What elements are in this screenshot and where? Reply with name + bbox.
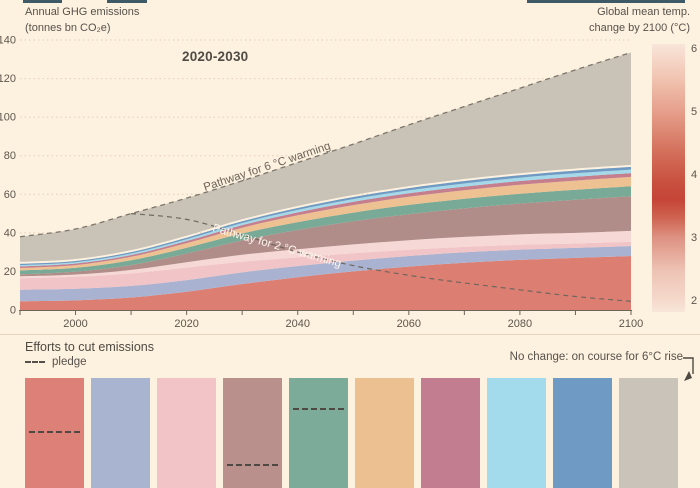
effort-card-maroon[interactable]: [420, 378, 481, 488]
pathway-2c-line: [131, 213, 632, 302]
pathway-6c-line: [19, 51, 632, 238]
colorbar-tick-label: 3: [691, 232, 697, 244]
left-axis-title: Annual GHG emissions (tonnes bn CO₂e): [25, 4, 139, 36]
pledge-legend: pledge: [25, 356, 87, 368]
y-tick-label: 80: [4, 150, 16, 162]
effort-card-salmon[interactable]: [25, 378, 85, 488]
pledge-legend-label: pledge: [52, 356, 87, 368]
cut-off-tab-2[interactable]: [107, 0, 147, 3]
area-no-change-6c: [20, 52, 631, 262]
area-mauve: [20, 196, 631, 277]
efforts-heading: Efforts to cut emissions: [25, 340, 154, 354]
area-orange: [20, 176, 631, 271]
effort-card-steel-blue[interactable]: [552, 378, 613, 488]
pledge-line: [29, 430, 81, 433]
x-tick-label: 2000: [63, 318, 87, 330]
effort-card-teal[interactable]: [288, 378, 349, 488]
temp-colorbar: [652, 44, 685, 312]
area-pink: [20, 241, 631, 290]
colorbar-tick-label: 4: [691, 169, 697, 181]
area-teal: [20, 186, 631, 275]
area-pale-pink: [20, 230, 631, 279]
effort-card-blue-purple[interactable]: [90, 378, 151, 488]
pledge-line: [292, 407, 345, 410]
pledge-dash-icon: [25, 361, 45, 363]
y-tick-label: 60: [4, 189, 16, 201]
chart-period-title: 2020-2030: [182, 49, 249, 64]
colorbar-tick-label: 2: [691, 295, 697, 307]
colorbar-tick-label: 5: [691, 106, 697, 118]
x-tick-label: 2060: [397, 318, 421, 330]
right-axis-title: Global mean temp. change by 2100 (°C): [589, 4, 690, 36]
x-tick-label: 2100: [619, 318, 643, 330]
y-tick-label: 100: [0, 112, 16, 124]
section-divider: [0, 334, 700, 335]
no-change-arrow-icon: [683, 357, 694, 381]
x-tick-label: 2080: [508, 318, 532, 330]
x-tick-label: 2020: [174, 318, 198, 330]
right-axis-title-line1: Global mean temp.: [597, 6, 690, 18]
x-tick-label: 2040: [285, 318, 309, 330]
effort-card-mauve[interactable]: [222, 378, 283, 488]
y-tick-label: 40: [4, 227, 16, 239]
cut-off-tab-3[interactable]: [527, 0, 685, 3]
y-tick-label: 120: [0, 73, 16, 85]
y-tick-label: 0: [10, 305, 16, 317]
cut-off-tab-1[interactable]: [23, 0, 62, 3]
effort-card-orange[interactable]: [354, 378, 415, 488]
effort-card-cyan[interactable]: [486, 378, 547, 488]
left-axis-title-line2: (tonnes bn CO₂e): [25, 22, 111, 34]
pledge-line: [226, 463, 279, 466]
y-tick-label: 20: [4, 266, 16, 278]
left-axis-title-line1: Annual GHG emissions: [25, 6, 140, 18]
efforts-cards: [25, 378, 679, 488]
y-tick-label: 140: [0, 35, 16, 47]
right-axis-title-line2: change by 2100 (°C): [588, 22, 690, 34]
effort-card-no-change[interactable]: [618, 378, 679, 488]
area-salmon: [20, 256, 631, 310]
effort-card-pink[interactable]: [156, 378, 217, 488]
no-change-label: No change: on course for 6°C rise: [509, 351, 683, 363]
colorbar-tick-label: 6: [691, 43, 697, 55]
area-blue-purple: [20, 246, 631, 302]
